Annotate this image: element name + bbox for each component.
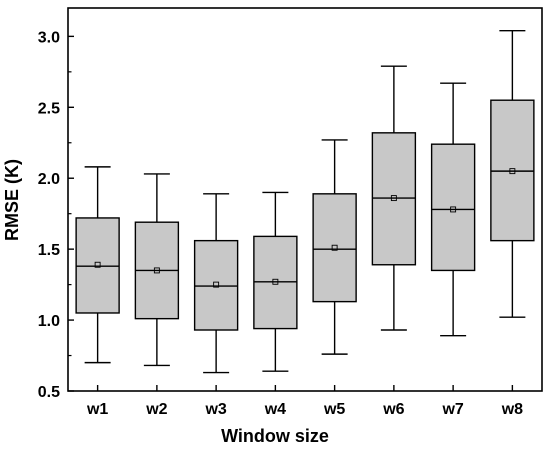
box-w8	[490, 29, 535, 318]
iqr-box	[75, 217, 120, 314]
mean-marker	[94, 261, 101, 268]
x-tick-label: w8	[501, 401, 523, 418]
box-w1	[75, 166, 120, 364]
x-tick-label: w2	[145, 401, 167, 418]
mean-marker	[450, 206, 457, 213]
iqr-box	[371, 132, 417, 266]
box-w2	[134, 173, 180, 367]
iqr-box	[490, 99, 535, 242]
x-tick-label: w3	[204, 401, 226, 418]
iqr-box	[312, 193, 357, 303]
plot-frame	[67, 7, 543, 392]
x-axis-title: Window size	[221, 426, 329, 446]
y-tick-label: 3.0	[38, 29, 60, 46]
mean-marker	[331, 244, 338, 251]
mean-marker	[390, 195, 397, 202]
box-w3	[193, 193, 239, 374]
y-tick-label: 1.5	[38, 242, 60, 259]
y-axis: 0.5 1.0 1.5 2.0 2.5 3.0	[38, 29, 74, 401]
y-tick-label: 2.5	[38, 100, 60, 117]
y-axis-title: RMSE (K)	[2, 159, 22, 241]
box-w6	[371, 65, 417, 331]
box-w4	[253, 191, 298, 372]
box-w7	[430, 82, 476, 337]
box-w5	[312, 139, 357, 355]
x-tick-label: w6	[382, 401, 404, 418]
x-axis: w1 w2 w3 w4 w5 w6 w7 w8	[86, 385, 523, 418]
y-tick-label: 1.0	[38, 313, 60, 330]
x-tick-label: w1	[86, 401, 108, 418]
x-tick-label: w5	[323, 401, 345, 418]
mean-marker	[509, 168, 516, 175]
x-tick-label: w7	[441, 401, 463, 418]
mean-marker	[213, 281, 220, 288]
iqr-box	[253, 235, 298, 330]
y-tick-label: 2.0	[38, 171, 60, 188]
mean-marker	[153, 267, 160, 274]
iqr-box	[193, 239, 239, 331]
x-tick-label: w4	[264, 401, 286, 418]
plot-marks	[75, 29, 535, 374]
mean-marker	[272, 278, 279, 285]
y-tick-label: 0.5	[38, 384, 60, 401]
